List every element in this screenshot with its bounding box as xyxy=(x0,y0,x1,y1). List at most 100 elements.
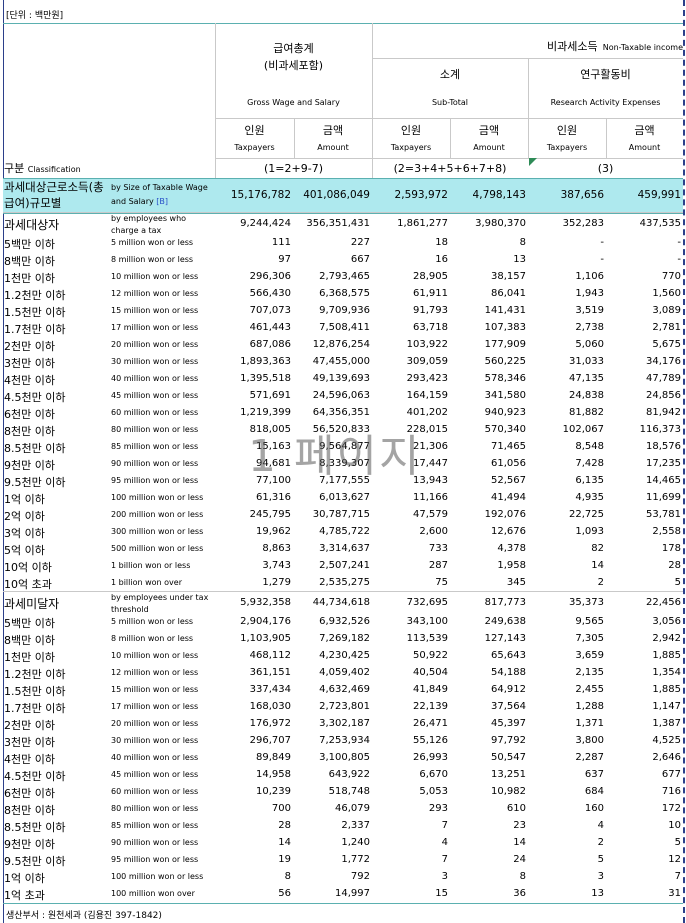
table-row: 1억 초과 100 million won over 56 14,997 15 36 13 3… xyxy=(3,885,683,902)
table-row: 2천만 이하 20 million won or less 176,972 3,302… xyxy=(3,715,683,732)
classification-en: Classification xyxy=(27,165,81,174)
cell-value: 7 xyxy=(441,854,448,865)
header-divider xyxy=(294,118,295,158)
cell-value: 46,079 xyxy=(335,803,370,814)
cell-value: 2,781 xyxy=(652,322,681,333)
row-label-en: 30 million won or less xyxy=(111,736,198,745)
table-row: 4.5천만 이하 45 million won or less 14,958 643,… xyxy=(3,766,683,783)
cell-value: 89,849 xyxy=(256,752,291,763)
row-label-en-text: 90 million won or less xyxy=(111,838,199,847)
table-row: 5백만 이하 5 million won or less 111 227 18 8 - - xyxy=(3,234,683,251)
cell-value: 3,743 xyxy=(262,560,291,571)
cell-value: 356,351,431 xyxy=(306,218,370,229)
cell-value: 15,163 xyxy=(256,441,291,452)
cell-value: 566,430 xyxy=(249,288,291,299)
amount-ko: 금액 xyxy=(478,124,500,137)
row-label-ko: 8천만 이하 xyxy=(4,425,55,438)
cell-value: 578,346 xyxy=(484,373,526,384)
table-row: 8.5천만 이하 85 million won or less 15,163 9,56… xyxy=(3,438,683,455)
cell-value: 3,302,187 xyxy=(319,718,370,729)
cell-value: - xyxy=(600,254,604,265)
cell-value: 571,691 xyxy=(249,390,291,401)
row-label-en: 45 million won or less xyxy=(111,391,198,400)
table-row: 1.2천만 이하 12 million won or less 361,151 4,0… xyxy=(3,664,683,681)
cell-value: 2,600 xyxy=(419,526,448,537)
table-row: 8백만 이하 8 million won or less 97 667 16 13 - - xyxy=(3,251,683,268)
cell-value: 52,567 xyxy=(491,475,526,486)
cell-value: 1,354 xyxy=(652,667,681,678)
row-label-en: 12 million won or less xyxy=(111,668,198,677)
cell-value: 7,428 xyxy=(575,458,604,469)
cell-value: 36 xyxy=(513,888,526,899)
cell-value: 5 xyxy=(674,837,681,848)
non-taxable-ko: 비과세소득 xyxy=(547,40,598,53)
cell-value: 49,139,693 xyxy=(312,373,370,384)
cell-value: 8,863 xyxy=(262,543,291,554)
cell-value: 21,306 xyxy=(413,441,448,452)
row-label-en-text: 500 million won or less xyxy=(111,544,204,553)
cell-value: 4,525 xyxy=(652,735,681,746)
cell-value: 1,943 xyxy=(575,288,604,299)
cell-value: 459,991 xyxy=(637,189,681,201)
cell-value: 64,912 xyxy=(491,684,526,695)
row-label-ko: 8.5천만 이하 xyxy=(4,442,66,455)
total-row: 과세대상근로소득(총급여)규모별 by Size of Taxable Wage … xyxy=(3,178,683,214)
cell-value: 817,773 xyxy=(484,597,526,608)
cell-value: 47,455,000 xyxy=(312,356,370,367)
cell-value: 10,982 xyxy=(491,786,526,797)
row-label-ko: 9.5천만 이하 xyxy=(4,855,66,868)
cell-value: 228,015 xyxy=(406,424,448,435)
cell-value: 5,932,358 xyxy=(240,597,291,608)
row-label-ko: 5백만 이하 xyxy=(4,617,55,630)
table-row: 1억 이하 100 million won or less 61,316 6,013,… xyxy=(3,489,683,506)
cell-value: 337,434 xyxy=(249,684,291,695)
cell-value: 716 xyxy=(661,786,681,797)
cell-value: 5 xyxy=(674,577,681,588)
cell-value: 13 xyxy=(591,888,604,899)
row-label-en-text: 60 million won or less xyxy=(111,787,199,796)
table-row: 9천만 이하 90 million won or less 94,681 8,339,… xyxy=(3,455,683,472)
cell-value: 4,632,469 xyxy=(319,684,370,695)
row-label-en: 20 million won or less xyxy=(111,340,198,349)
row-label-en-text: 8 million won or less xyxy=(111,634,194,643)
cell-value: 1,772 xyxy=(341,854,370,865)
cell-value: 293,423 xyxy=(406,373,448,384)
table-row: 5억 이하 500 million won or less 8,863 3,314,6… xyxy=(3,540,683,557)
table-row: 9.5천만 이하 95 million won or less 19 1,772 7 24… xyxy=(3,851,683,868)
row-label-en-text: by employees who charge a tax xyxy=(111,214,187,235)
amount-en: Amount xyxy=(628,143,661,152)
cell-value: 2,646 xyxy=(652,752,681,763)
cell-value: 15,176,782 xyxy=(230,189,291,201)
cell-value: 47,579 xyxy=(413,509,448,520)
cell-value: 14 xyxy=(591,560,604,571)
row-label-en-text: 200 million won or less xyxy=(111,510,204,519)
cell-value: 309,059 xyxy=(406,356,448,367)
cell-value: 4,230,425 xyxy=(319,650,370,661)
cell-value: 700 xyxy=(271,803,291,814)
cell-value: 168,030 xyxy=(249,701,291,712)
cell-value: 940,923 xyxy=(484,407,526,418)
amount-ko: 금액 xyxy=(322,124,344,137)
row-label-ko: 1.2천만 이하 xyxy=(4,289,66,302)
cell-value: 11,166 xyxy=(413,492,448,503)
header-divider xyxy=(372,23,373,178)
cell-value: 44,734,618 xyxy=(312,597,370,608)
row-label-en: 20 million won or less xyxy=(111,719,198,728)
cell-value: 2,942 xyxy=(652,633,681,644)
cell-value: 15 xyxy=(435,888,448,899)
footer-rule xyxy=(3,903,683,904)
cell-value: 2,287 xyxy=(575,752,604,763)
classification-label: 구분 Classification xyxy=(4,160,81,176)
footer-note: 생산부서 : 원천세과 (김용진 397-1842) xyxy=(6,911,162,921)
cell-value: 8,339,307 xyxy=(319,458,370,469)
row-label-en-text: 100 million won or less xyxy=(111,872,204,881)
header-top-rule xyxy=(3,23,683,24)
row-label-en-text: 100 million won over xyxy=(111,889,195,898)
cell-value: 19,962 xyxy=(256,526,291,537)
cell-value: 12,876,254 xyxy=(312,339,370,350)
table-row: 1.2천만 이하 12 million won or less 566,430 6,3… xyxy=(3,285,683,302)
cell-value: 9,565 xyxy=(575,616,604,627)
cell-value: 2,593,972 xyxy=(394,189,448,201)
row-label-ko: 1억 초과 xyxy=(4,889,45,902)
table-row: 9.5천만 이하 95 million won or less 77,100 7,17… xyxy=(3,472,683,489)
